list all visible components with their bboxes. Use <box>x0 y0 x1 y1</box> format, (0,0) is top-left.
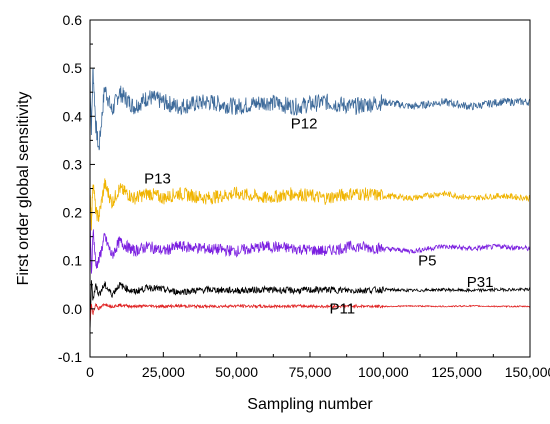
x-axis-title: Sampling number <box>247 396 373 413</box>
y-tick-label: 0.1 <box>63 253 83 269</box>
annotation-layer: P12 P13 P5 P31 P11 <box>144 115 493 317</box>
series-label-p5: P5 <box>418 253 436 270</box>
series-line-p5 <box>89 210 531 274</box>
x-tick-label: 25,000 <box>142 364 185 380</box>
series-label-p12: P12 <box>291 115 318 132</box>
axis-layer: 0 25,000 50,000 75,000 100,000 125,000 150,000… <box>58 12 550 380</box>
series-layer <box>89 68 531 331</box>
y-tick-label: 0.6 <box>63 12 83 28</box>
y-tick-label: -0.1 <box>58 349 82 365</box>
y-tick-label: 0.5 <box>63 60 83 76</box>
series-line-p12 <box>89 68 531 151</box>
y-tick-label: 0.2 <box>63 205 83 221</box>
x-tick-label: 100,000 <box>358 364 409 380</box>
x-tick-label: 125,000 <box>431 364 482 380</box>
y-tick-label: 0.4 <box>63 108 83 124</box>
series-line-p11 <box>89 302 531 324</box>
x-tick-label: 75,000 <box>289 364 332 380</box>
x-tick-label: 150,000 <box>505 364 550 380</box>
series-line-p31 <box>89 280 531 331</box>
series-label-p31: P31 <box>467 274 494 291</box>
y-axis-title: First order global sensitivity <box>15 92 32 286</box>
y-tick-label: 0.3 <box>63 156 83 172</box>
x-tick-label: 50,000 <box>215 364 258 380</box>
y-tick-label: 0.0 <box>63 301 83 317</box>
series-label-p13: P13 <box>144 171 171 188</box>
series-line-p13 <box>89 178 531 231</box>
x-tick-label: 0 <box>86 364 94 380</box>
series-label-p11: P11 <box>329 301 355 318</box>
